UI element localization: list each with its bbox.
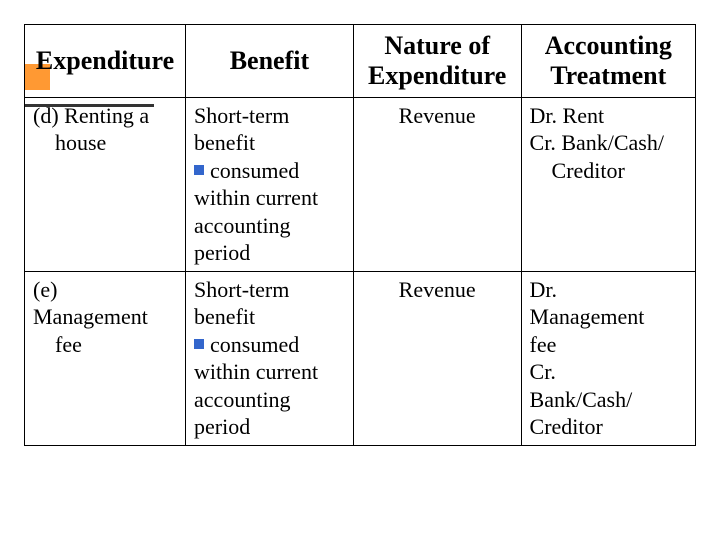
row-text: Renting a [64, 103, 149, 128]
benefit-text: period [194, 239, 345, 267]
benefit-text: Short-term [194, 276, 345, 304]
benefit-bullet-text: consumed [210, 331, 299, 359]
cell-benefit: Short-term benefit consumed within curre… [186, 97, 354, 271]
expenditure-table: Expenditure Benefit Nature of Expenditur… [24, 24, 696, 446]
acc-text: Dr. [530, 276, 687, 304]
benefit-bullet-text: consumed [210, 157, 299, 185]
square-bullet-icon [194, 339, 204, 349]
benefit-text: benefit [194, 303, 345, 331]
table-header-row: Expenditure Benefit Nature of Expenditur… [25, 25, 696, 98]
row-prefix: (e) [33, 277, 57, 302]
table-row: (e) Management fee Short-term benefit co… [25, 271, 696, 445]
cell-nature: Revenue [353, 271, 521, 445]
acc-text: Creditor [530, 157, 687, 185]
benefit-text: accounting [194, 386, 345, 414]
benefit-text: period [194, 413, 345, 441]
header-expenditure: Expenditure [25, 25, 186, 98]
square-bullet-icon [194, 165, 204, 175]
benefit-text: accounting [194, 212, 345, 240]
header-accounting: Accounting Treatment [521, 25, 695, 98]
header-nature: Nature of Expenditure [353, 25, 521, 98]
acc-text: Dr. Rent [530, 102, 687, 130]
benefit-text: Short-term [194, 102, 345, 130]
row-prefix: (d) [33, 103, 64, 128]
acc-text: fee [530, 331, 687, 359]
cell-nature: Revenue [353, 97, 521, 271]
slide-content: Expenditure Benefit Nature of Expenditur… [24, 24, 696, 446]
cell-expenditure: (e) Management fee [25, 271, 186, 445]
table-row: (d) Renting a house Short-term benefit c… [25, 97, 696, 271]
acc-text: Bank/Cash/ [530, 386, 687, 414]
benefit-text: benefit [194, 129, 345, 157]
acc-text: Management [530, 303, 687, 331]
acc-text: Cr. Bank/Cash/ [530, 129, 687, 157]
cell-expenditure: (d) Renting a house [25, 97, 186, 271]
benefit-text: within current [194, 184, 345, 212]
acc-text: Cr. [530, 358, 687, 386]
cell-accounting: Dr. Management fee Cr. Bank/Cash/ Credit… [521, 271, 695, 445]
cell-benefit: Short-term benefit consumed within curre… [186, 271, 354, 445]
row-text: house [33, 129, 177, 157]
header-benefit: Benefit [186, 25, 354, 98]
cell-accounting: Dr. Rent Cr. Bank/Cash/ Creditor [521, 97, 695, 271]
acc-text: Creditor [530, 413, 687, 441]
benefit-text: within current [194, 358, 345, 386]
row-text: fee [33, 331, 177, 359]
row-text: Management [33, 304, 148, 329]
